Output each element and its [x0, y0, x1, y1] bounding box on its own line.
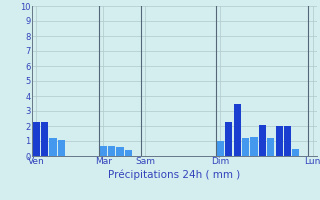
Bar — [58, 140, 65, 156]
Bar — [284, 126, 291, 156]
Bar — [49, 138, 57, 156]
Bar — [276, 126, 283, 156]
Bar — [41, 121, 48, 156]
Bar — [116, 147, 124, 156]
Bar — [108, 146, 115, 156]
X-axis label: Précipitations 24h ( mm ): Précipitations 24h ( mm ) — [108, 169, 241, 180]
Bar — [234, 104, 241, 156]
Bar — [33, 121, 40, 156]
Bar — [242, 138, 249, 156]
Bar — [100, 146, 107, 156]
Bar — [292, 148, 300, 156]
Bar — [225, 121, 232, 156]
Bar — [251, 137, 258, 156]
Bar — [259, 124, 266, 156]
Bar — [267, 138, 274, 156]
Bar — [217, 141, 224, 156]
Bar — [125, 150, 132, 156]
